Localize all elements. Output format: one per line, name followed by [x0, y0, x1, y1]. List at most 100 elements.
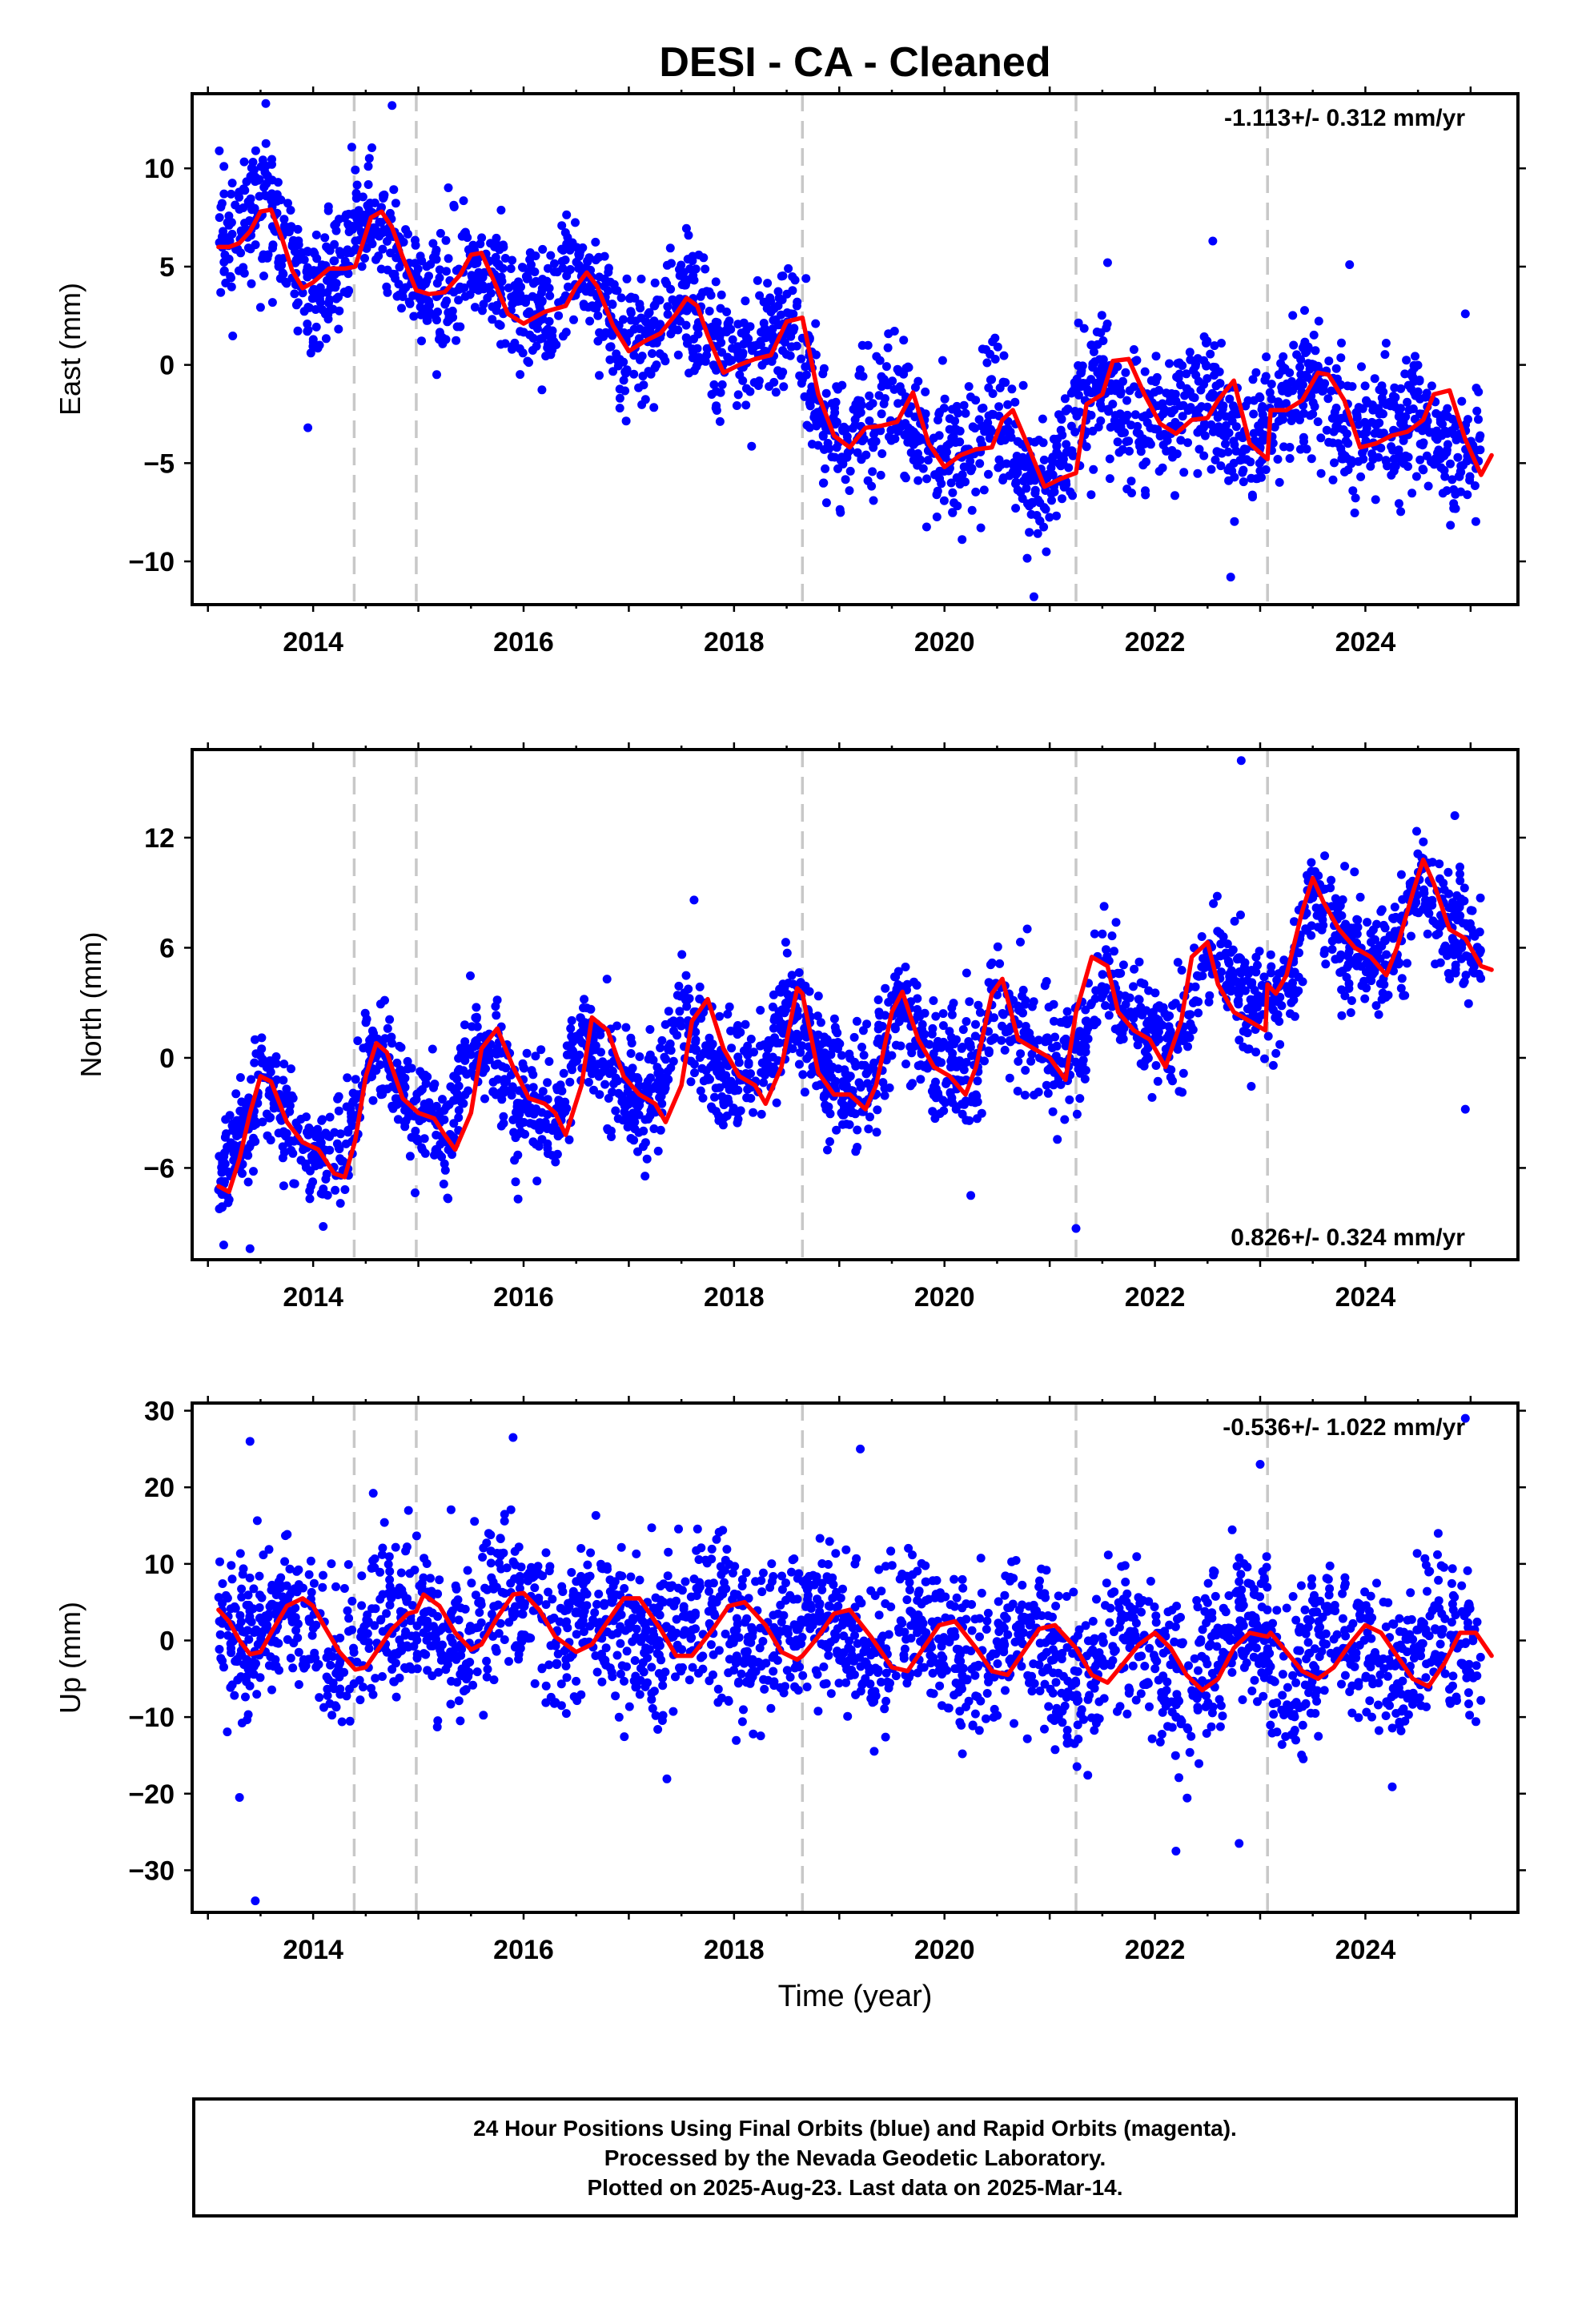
data-point — [1327, 945, 1337, 954]
data-point — [604, 263, 613, 273]
x-tick-label: 2022 — [1125, 1282, 1186, 1313]
data-point — [1443, 867, 1453, 877]
data-point — [1379, 387, 1388, 396]
data-point — [343, 1073, 352, 1083]
data-point — [1432, 426, 1441, 436]
data-point — [264, 1090, 274, 1100]
data-point — [1475, 433, 1484, 443]
data-point — [1291, 381, 1301, 391]
data-point — [1191, 361, 1200, 371]
data-point — [1377, 995, 1387, 1004]
data-point — [856, 396, 865, 406]
data-point — [1267, 968, 1276, 978]
data-point — [543, 1095, 552, 1104]
data-point — [1255, 947, 1264, 956]
data-point — [1182, 1031, 1192, 1040]
data-point — [891, 1040, 901, 1050]
data-point — [424, 308, 434, 317]
data-point — [1435, 859, 1444, 869]
data-point — [1113, 362, 1122, 372]
data-point — [1099, 902, 1109, 911]
data-point — [1295, 415, 1304, 424]
data-point — [400, 1073, 410, 1083]
data-point — [1443, 440, 1452, 449]
data-point — [239, 268, 249, 278]
data-point — [652, 360, 661, 370]
data-point — [1247, 473, 1256, 483]
data-point — [913, 448, 922, 458]
data-point — [1476, 946, 1485, 955]
data-point — [1244, 969, 1253, 979]
data-point — [733, 320, 743, 329]
data-point — [1255, 393, 1265, 403]
data-point — [1129, 982, 1138, 991]
data-point — [484, 1055, 494, 1064]
data-point — [833, 1038, 843, 1047]
data-point — [805, 1051, 814, 1060]
outlier-point — [689, 895, 699, 905]
data-point — [711, 1084, 721, 1093]
data-point — [673, 350, 683, 360]
data-point — [938, 356, 947, 365]
data-point — [977, 404, 986, 413]
data-point — [937, 479, 946, 489]
data-point — [1199, 423, 1208, 432]
data-point — [1165, 1011, 1174, 1020]
data-point — [621, 1023, 631, 1032]
data-point — [747, 441, 757, 451]
data-point — [291, 300, 301, 310]
data-point — [279, 1148, 289, 1157]
data-point — [544, 1057, 554, 1066]
data-point — [570, 1053, 580, 1063]
data-point — [766, 327, 776, 336]
data-point — [435, 328, 444, 337]
data-point — [733, 1021, 743, 1030]
data-point — [460, 1037, 470, 1047]
data-point — [357, 262, 367, 271]
data-point — [1282, 399, 1291, 408]
data-point — [223, 1167, 233, 1176]
data-point — [540, 327, 550, 336]
data-point — [279, 1129, 289, 1139]
data-point — [569, 315, 578, 324]
data-point — [920, 1008, 930, 1018]
data-point — [528, 292, 537, 301]
data-point — [831, 1026, 841, 1035]
data-point — [1358, 448, 1367, 458]
data-point — [638, 372, 648, 381]
data-point — [756, 336, 765, 346]
data-point — [1353, 915, 1363, 925]
data-point — [216, 287, 226, 297]
data-point — [583, 257, 592, 267]
data-point — [391, 199, 400, 208]
data-point — [1451, 968, 1460, 978]
data-point — [1047, 496, 1056, 505]
data-point — [525, 255, 535, 264]
data-point — [272, 190, 282, 199]
data-point — [1014, 1005, 1023, 1015]
data-point — [1249, 428, 1259, 438]
data-point — [850, 420, 860, 430]
data-point — [1267, 394, 1276, 404]
data-point — [1388, 445, 1398, 455]
data-point — [829, 1014, 839, 1023]
data-point — [938, 1009, 948, 1019]
data-point — [1390, 903, 1399, 912]
data-point — [1456, 895, 1466, 903]
data-point — [1011, 504, 1021, 513]
data-point — [1122, 485, 1132, 494]
data-point — [387, 1032, 396, 1042]
data-point — [1057, 415, 1066, 424]
data-point — [646, 1073, 655, 1083]
data-point — [821, 1091, 830, 1100]
data-point — [832, 417, 841, 427]
data-point — [784, 263, 793, 273]
data-points — [215, 99, 1485, 601]
data-point — [1236, 968, 1246, 978]
data-point — [496, 340, 505, 349]
data-point — [757, 1109, 766, 1119]
data-point — [587, 1069, 596, 1079]
data-point — [893, 364, 902, 374]
data-point — [1110, 416, 1119, 425]
data-point — [509, 1128, 519, 1137]
